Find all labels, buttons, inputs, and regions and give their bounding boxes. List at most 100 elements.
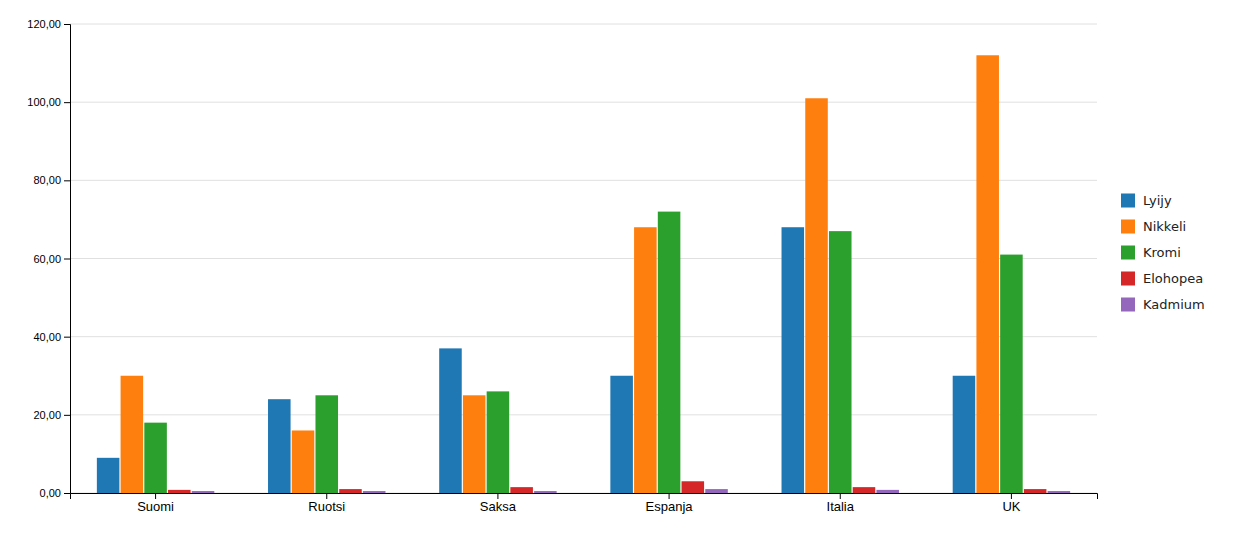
grid-line bbox=[70, 24, 1097, 25]
bar bbox=[168, 490, 191, 493]
y-tick-mark bbox=[64, 415, 70, 416]
x-tick-mark bbox=[155, 493, 156, 499]
bar bbox=[829, 231, 852, 493]
y-tick: 100,00 bbox=[27, 96, 70, 108]
y-tick-mark bbox=[64, 337, 70, 338]
x-tick-mark bbox=[669, 493, 670, 499]
legend-swatch bbox=[1121, 272, 1135, 286]
bar bbox=[510, 487, 533, 493]
x-axis-line bbox=[71, 494, 1098, 500]
y-axis: 0,00 20,00 40,00 60,00 80,00 100,00 120,00 bbox=[27, 18, 70, 499]
grid-line bbox=[70, 258, 1097, 259]
bar bbox=[463, 395, 486, 493]
x-tick-mark bbox=[497, 493, 498, 499]
bar bbox=[610, 376, 633, 493]
legend-swatch bbox=[1121, 220, 1135, 234]
series bbox=[121, 55, 999, 493]
bar bbox=[876, 490, 899, 493]
legend-item: Elohopea bbox=[1121, 271, 1203, 286]
legend-item: Nikkeli bbox=[1121, 219, 1186, 234]
series bbox=[144, 212, 1022, 493]
bar bbox=[292, 430, 315, 493]
y-tick-label: 60,00 bbox=[33, 253, 61, 265]
legend-swatch bbox=[1121, 246, 1135, 260]
y-axis-line bbox=[64, 25, 71, 494]
y-tick-mark bbox=[64, 102, 70, 103]
series bbox=[97, 227, 975, 493]
x-tick: Ruotsi bbox=[308, 493, 345, 514]
bar bbox=[97, 458, 120, 493]
legend-label: Lyijy bbox=[1143, 193, 1172, 208]
grid-line bbox=[70, 414, 1097, 415]
bar bbox=[782, 227, 805, 493]
bar bbox=[192, 491, 215, 493]
y-tick-label: 120,00 bbox=[27, 18, 61, 30]
y-tick: 60,00 bbox=[33, 253, 70, 265]
grid-line bbox=[70, 180, 1097, 181]
bar bbox=[315, 395, 338, 493]
y-tick-label: 100,00 bbox=[27, 96, 61, 108]
y-tick-label: 20,00 bbox=[33, 409, 61, 421]
grid-line bbox=[70, 102, 1097, 103]
x-tick: Italia bbox=[827, 493, 855, 514]
grid bbox=[70, 24, 1097, 493]
x-tick: UK bbox=[1002, 493, 1020, 514]
bar bbox=[1024, 489, 1047, 493]
x-tick-label: UK bbox=[1002, 499, 1020, 514]
legend-item: Kadmium bbox=[1121, 297, 1205, 312]
bar bbox=[976, 55, 999, 493]
x-tick-label: Italia bbox=[827, 499, 855, 514]
chart: 0,00 20,00 40,00 60,00 80,00 100,00 120,00 Suom… bbox=[0, 0, 1247, 537]
y-tick: 20,00 bbox=[33, 409, 70, 421]
bar bbox=[805, 98, 828, 493]
x-tick: Suomi bbox=[137, 493, 174, 514]
y-tick-label: 40,00 bbox=[33, 331, 61, 343]
bar bbox=[853, 487, 876, 493]
bars bbox=[97, 55, 1070, 493]
legend-item: Kromi bbox=[1121, 245, 1181, 260]
bar bbox=[1048, 491, 1071, 493]
grid-line bbox=[70, 336, 1097, 337]
bar bbox=[1000, 255, 1023, 493]
x-tick: Saksa bbox=[480, 493, 517, 514]
legend-item: Lyijy bbox=[1121, 193, 1172, 208]
x-tick-label: Ruotsi bbox=[308, 499, 345, 514]
legend-label: Kromi bbox=[1143, 245, 1181, 260]
legend-swatch bbox=[1121, 298, 1135, 312]
x-tick-mark bbox=[1011, 493, 1012, 499]
plot: 0,00 20,00 40,00 60,00 80,00 100,00 120,00 Suom… bbox=[27, 18, 1097, 514]
bar bbox=[363, 491, 386, 493]
y-tick-label: 0,00 bbox=[40, 487, 61, 499]
legend: Lyijy Nikkeli Kromi Elohopea Kadmium bbox=[1121, 193, 1205, 312]
legend-label: Kadmium bbox=[1143, 297, 1205, 312]
bar bbox=[634, 227, 657, 493]
x-tick-label: Espanja bbox=[646, 499, 694, 514]
x-tick-label: Saksa bbox=[480, 499, 517, 514]
y-tick: 120,00 bbox=[27, 18, 70, 30]
bar bbox=[439, 348, 462, 493]
y-tick-mark bbox=[64, 259, 70, 260]
legend-swatch bbox=[1121, 194, 1135, 208]
bar bbox=[658, 212, 681, 493]
bar bbox=[121, 376, 144, 493]
x-tick-label: Suomi bbox=[137, 499, 174, 514]
bar bbox=[953, 376, 976, 493]
bar bbox=[339, 489, 362, 493]
bar bbox=[487, 391, 510, 493]
x-tick-mark bbox=[840, 493, 841, 499]
y-tick-mark bbox=[64, 24, 70, 25]
legend-label: Nikkeli bbox=[1143, 219, 1186, 234]
y-tick-label: 80,00 bbox=[33, 174, 61, 186]
bar bbox=[144, 423, 167, 493]
bar bbox=[705, 489, 728, 493]
y-tick: 80,00 bbox=[33, 174, 70, 186]
legend-label: Elohopea bbox=[1143, 271, 1203, 286]
series bbox=[192, 489, 1070, 493]
x-axis: Suomi Ruotsi Saksa Espanja Italia UK bbox=[71, 493, 1098, 514]
x-tick-mark bbox=[326, 493, 327, 499]
y-tick: 40,00 bbox=[33, 331, 70, 343]
y-tick-mark bbox=[64, 180, 70, 181]
bar bbox=[268, 399, 291, 493]
x-tick: Espanja bbox=[646, 493, 694, 514]
bar bbox=[682, 481, 705, 493]
